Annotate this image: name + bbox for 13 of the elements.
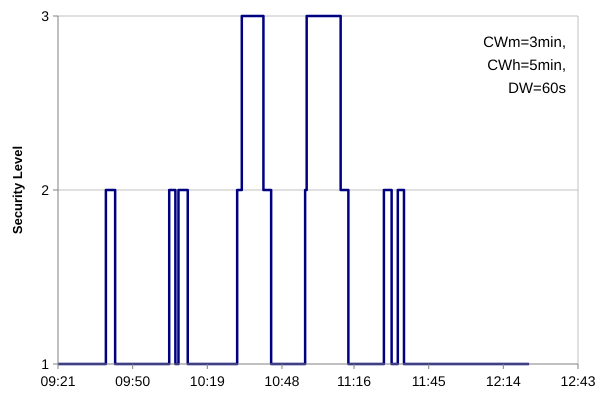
y-tick-label: 2 bbox=[41, 182, 50, 198]
x-tick-label: 10:19 bbox=[190, 373, 226, 389]
x-tick-label: 10:48 bbox=[264, 373, 300, 389]
y-tick-label: 3 bbox=[41, 8, 50, 24]
x-tick-label: 11:16 bbox=[337, 373, 372, 389]
x-tick-label: 12:43 bbox=[560, 373, 596, 389]
x-tick-label: 09:50 bbox=[115, 373, 150, 389]
y-tick-label: 1 bbox=[41, 356, 50, 372]
x-tick-label: 11:45 bbox=[412, 373, 446, 389]
x-tick-label: 12:14 bbox=[486, 373, 522, 389]
x-tick-label: 09:21 bbox=[40, 373, 76, 389]
annotation: CWm=3min, CWh=5min, DW=60s bbox=[483, 34, 566, 97]
y-axis-title: Security Level bbox=[10, 146, 25, 234]
